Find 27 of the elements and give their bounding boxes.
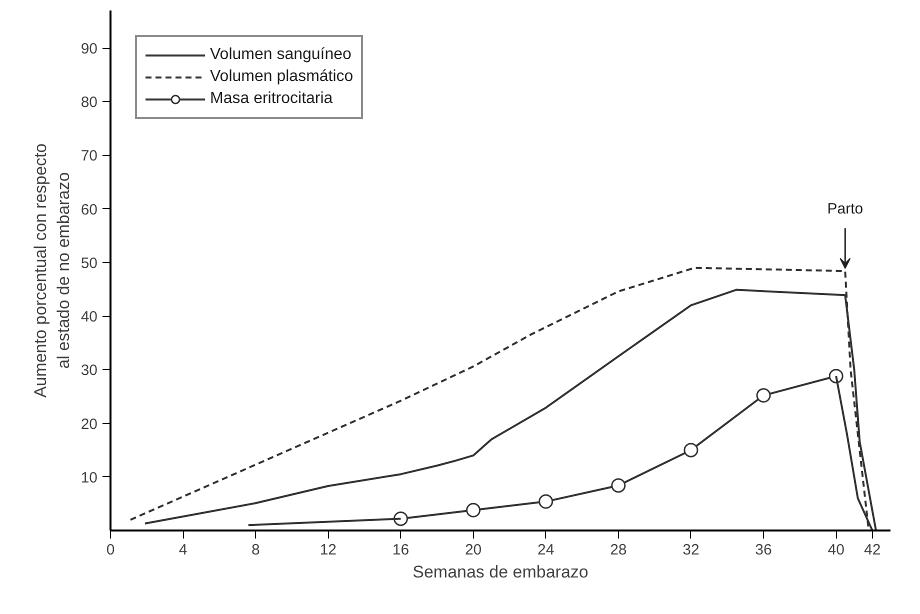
x-tick-label: 40 bbox=[828, 542, 844, 558]
y-tick-label: 10 bbox=[80, 469, 98, 486]
y-tick-label: 40 bbox=[80, 308, 98, 326]
x-tick-label: 24 bbox=[538, 542, 554, 558]
annotation: Parto bbox=[827, 200, 864, 218]
y-tick-label: 50 bbox=[80, 254, 98, 272]
y-tick-label: 20 bbox=[80, 416, 98, 433]
x-tick-label: 4 bbox=[178, 542, 188, 558]
x-tick-label: 20 bbox=[464, 542, 482, 558]
x-tick-label: 12 bbox=[320, 542, 337, 558]
x-tick-label: 28 bbox=[610, 542, 627, 558]
legend-label: Volumen sanguíneo bbox=[210, 46, 352, 64]
x-tick-label: 36 bbox=[755, 542, 772, 558]
x-tick-label: 16 bbox=[392, 542, 410, 558]
y-tick-label: 30 bbox=[80, 362, 98, 380]
y-tick-label: 70 bbox=[80, 148, 98, 165]
legend-label: Volumen plasmático bbox=[210, 68, 354, 86]
x-tick-label: 32 bbox=[682, 542, 700, 558]
legend-label: Masa eritrocitaria bbox=[210, 90, 333, 108]
x-tick-label: 0 bbox=[106, 542, 115, 558]
x-axis-title: Semanas de embarazo bbox=[412, 562, 588, 582]
x-tick-label: 8 bbox=[251, 542, 260, 558]
y-tick-label: 60 bbox=[80, 201, 98, 218]
y-tick-label: 90 bbox=[80, 40, 98, 58]
y-tick-label: 80 bbox=[80, 94, 98, 112]
y-axis-title: Aumento porcentual con respecto al estado de no embarazo bbox=[31, 143, 73, 398]
x-tick-label: 42 bbox=[864, 542, 881, 558]
